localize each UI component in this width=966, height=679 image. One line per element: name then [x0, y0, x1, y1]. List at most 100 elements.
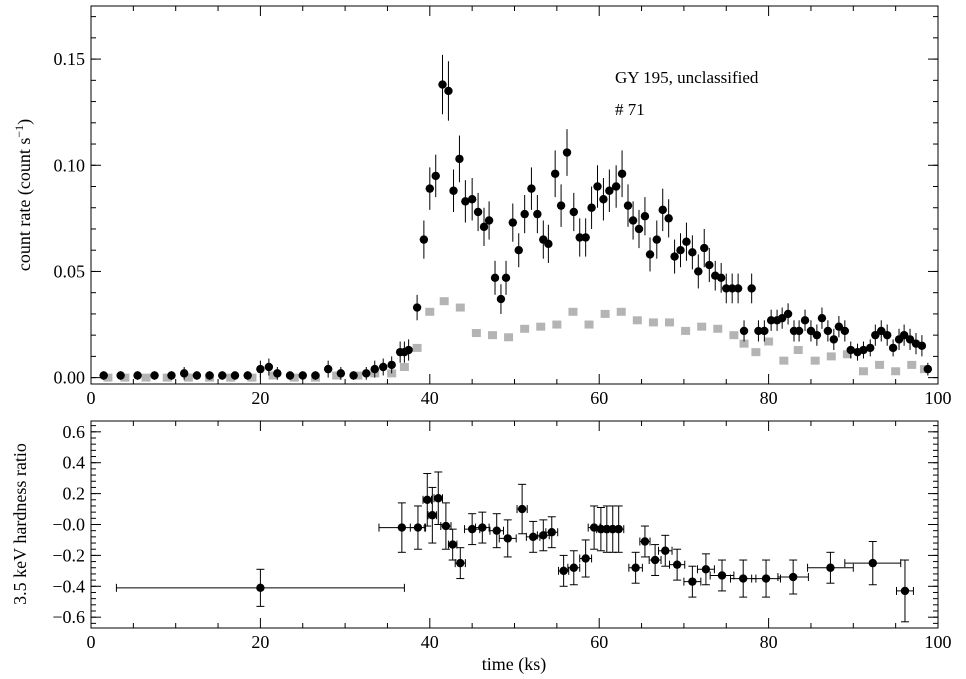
count-rate-data-point [783, 309, 793, 319]
count-rate-soft-band-point [907, 360, 917, 369]
count-rate-data-point [412, 303, 422, 312]
hardness-ratio-x-tick-label: 40 [421, 632, 439, 652]
annotation-source-name: GY 195, unclassified [615, 68, 759, 87]
count-rate-soft-band-point [520, 324, 530, 333]
count-rate-data-point [866, 343, 875, 353]
hardness-ratio-data-point [581, 554, 590, 563]
count-rate-data-point [167, 371, 176, 380]
count-rate-soft-band-point [439, 297, 449, 306]
count-rate-data-point [640, 212, 650, 221]
hardness-ratio-data-point [478, 523, 487, 532]
hardness-ratio-x-tick-label: 100 [925, 632, 952, 652]
count-rate-y-axis-label: count rate (count s−1) [12, 119, 35, 271]
hardness-ratio-x-tick-label: 80 [760, 632, 778, 652]
count-rate-data-point [593, 182, 602, 191]
count-rate-soft-band-point [162, 373, 172, 382]
count-rate-data-point [682, 237, 691, 246]
count-rate-data-point [754, 326, 763, 336]
count-rate-soft-band-point [487, 331, 497, 340]
hardness-ratio-x-tick-label: 0 [87, 632, 96, 652]
hardness-ratio-data-point [761, 574, 771, 583]
count-rate-data-point [419, 235, 429, 244]
count-rate-data-point [264, 362, 274, 372]
count-rate-data-point [739, 326, 749, 336]
count-rate-soft-band-point [455, 303, 465, 312]
count-rate-axes: 0 20 40 60 80 100 0.00 0.05 0.10 0.15 [54, 6, 952, 408]
count-rate-soft-band-point [858, 367, 868, 376]
hardness-ratio-data-point [413, 523, 423, 532]
count-rate-data-point [777, 313, 787, 323]
count-rate-data-point [484, 216, 494, 225]
count-rate-data-point [688, 248, 697, 257]
count-rate-data-point [438, 80, 447, 89]
count-rate-data-point [882, 330, 892, 340]
hardness-ratio-data-point [701, 565, 711, 574]
count-rate-data-point [840, 326, 850, 336]
count-rate-data-point [556, 201, 566, 210]
hardness-ratio-data-point [397, 523, 407, 532]
count-rate-data-point [658, 205, 667, 215]
hardness-ratio-data-point [456, 558, 465, 568]
count-rate-data-point [311, 371, 320, 380]
count-rate-data-point [467, 195, 477, 204]
count-rate-soft-band-point [568, 307, 578, 316]
count-rate-data-point [133, 371, 142, 380]
count-rate-soft-band-point [504, 333, 514, 342]
count-rate-data-point [473, 207, 483, 217]
count-rate-soft-band-point [681, 326, 691, 335]
count-rate-data-point [806, 326, 816, 336]
count-rate-data-point [455, 154, 464, 164]
count-rate-soft-band-point [412, 343, 422, 352]
count-rate-data-point [670, 252, 679, 261]
hardness-ratio-data-point [528, 532, 538, 542]
count-rate-y-tick-label: 0.10 [54, 155, 86, 175]
hardness-ratio-plot-frame [90, 420, 939, 629]
count-rate-data-point [800, 316, 810, 325]
count-rate-data-point [285, 371, 295, 380]
count-rate-soft-band-point [616, 307, 626, 316]
x-axis-label: time (ks) [482, 654, 547, 675]
count-rate-soft-band-point [289, 373, 299, 382]
count-rate-data-point [116, 371, 125, 380]
count-rate-data-point [444, 86, 453, 96]
count-rate-data-point [508, 218, 518, 227]
annotation-source-number: # 71 [615, 100, 645, 119]
count-rate-x-tick-label: 80 [760, 388, 778, 408]
count-rate-data-point [370, 364, 379, 374]
count-rate-series-layer [99, 54, 933, 382]
hardness-ratio-data-point [788, 572, 798, 582]
count-rate-data-point [859, 345, 868, 355]
count-rate-data-point [676, 246, 685, 255]
count-rate-data-point [829, 335, 839, 344]
count-rate-soft-band-point [739, 339, 749, 348]
count-rate-data-point [846, 345, 855, 355]
hardness-ratio-data-point [423, 495, 432, 504]
hardness-ratio-data-point [569, 563, 578, 572]
count-rate-x-tick-label: 20 [251, 388, 269, 408]
hardness-ratio-y-tick-label: −0.2 [52, 545, 85, 565]
count-rate-data-point [527, 184, 536, 193]
count-rate-soft-band-point [536, 322, 546, 331]
count-rate-soft-band-point [632, 316, 642, 325]
hardness-ratio-y-tick-label: −0.0 [52, 515, 85, 535]
count-rate-x-tick-label: 60 [590, 388, 608, 408]
count-rate-soft-band-point [713, 324, 723, 333]
count-rate-data-point [179, 369, 189, 378]
count-rate-data-point [514, 246, 523, 255]
hardness-ratio-data-point [631, 563, 640, 572]
count-rate-soft-band-point [141, 373, 151, 382]
count-rate-soft-band-point [751, 348, 761, 357]
hardness-ratio-data-point [441, 521, 451, 531]
hardness-ratio-data-point [492, 526, 501, 535]
count-rate-data-point [323, 364, 333, 374]
hardness-ratio-data-point [826, 563, 835, 572]
count-rate-soft-band-point [584, 320, 594, 329]
count-rate-data-point [273, 369, 282, 378]
hardness-ratio-panel: 0 20 40 60 80 100 −0.6 −0.4 −0.2 −0.0 0.2 0.4 0.6 3.… [10, 420, 952, 675]
count-rate-y-axis-label-main: count rate (count s [14, 138, 35, 271]
count-rate-data-point [569, 207, 578, 217]
count-rate-y-tick-label: 0.05 [54, 261, 86, 281]
count-rate-data-point [766, 316, 776, 325]
count-rate-data-point [431, 171, 440, 181]
